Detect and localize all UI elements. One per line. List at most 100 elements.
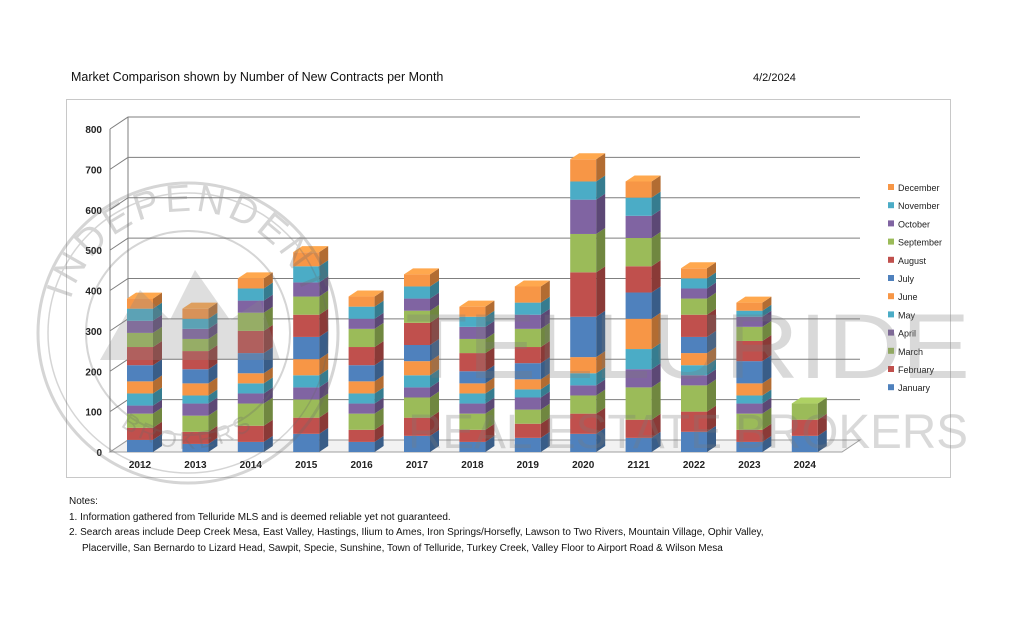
bar-side-2121-september [651,232,661,267]
y-tick-label: 600 [85,206,102,217]
bar-side-2013-december [208,302,218,319]
bar-side-2121-august [651,260,661,293]
bar-segment-2023-july [736,361,763,384]
legend-label-july: July [898,274,915,284]
bar-segment-2019-july [514,363,541,380]
chart-bars [127,153,827,452]
bar-stack-2024 [791,397,827,452]
bar-segment-2013-january [182,443,209,452]
x-tick-label: 2121 [627,460,650,471]
report-date: 4/2/2024 [753,72,796,84]
bar-segment-2022-october [681,288,707,299]
bar-side-2013-march [208,409,218,432]
bar-side-2018-january [485,435,495,452]
bar-side-2012-september [153,326,162,348]
bar-top-2014 [237,272,273,279]
bar-segment-2020-june [570,357,597,374]
bar-segment-2015-november [293,266,320,283]
bar-side-2018-february [485,423,495,442]
bar-segment-2019-april [514,397,541,410]
bar-segment-2012-october [127,320,153,333]
bar-side-2016-may [374,387,384,404]
legend-label-august: August [898,256,927,266]
bar-side-2018-may [485,387,495,404]
bar-segment-2014-april [237,393,264,404]
bar-side-2015-september [319,290,329,315]
bar-side-2015-june [319,353,329,376]
bar-side-2023-august [762,334,772,362]
bar-segment-2017-august [404,322,430,346]
bar-segment-2017-february [404,417,430,436]
bar-side-2023-june [762,377,772,396]
bar-side-2013-february [208,425,218,444]
bar-side-2017-july [430,339,439,362]
bar-segment-2014-may [237,383,264,394]
legend-swatch-may [888,311,894,318]
legend-label-september: September [898,238,942,248]
legend-swatch-december [888,184,894,190]
bar-segment-2121-june [625,318,652,350]
bar-stack-2018 [459,300,495,452]
bar-segment-2020-march [570,395,597,414]
bar-side-2012-october [153,314,162,333]
bar-segment-2020-november [570,181,597,200]
bar-segment-2015-march [293,399,320,418]
bar-side-2020-november [596,175,606,200]
bar-segment-2018-september [459,338,486,354]
x-tick-label: 2013 [184,460,207,471]
bar-side-2014-october [263,294,273,313]
bar-segment-2017-may [404,375,430,388]
bar-segment-2012-november [127,308,153,321]
bar-segment-2016-november [348,306,375,319]
bar-segment-2022-february [681,411,707,432]
bar-segment-2012-december [127,298,153,309]
bar-segment-2022-march [681,385,707,412]
bar-side-2012-february [153,421,162,440]
x-tick-label: 2024 [794,460,817,471]
bar-segment-2013-august [182,351,209,370]
bar-segment-2018-july [459,371,486,384]
bar-side-2024-january [817,429,827,452]
bar-segment-2016-december [348,296,375,307]
bar-side-2020-december [596,153,606,182]
bar-top-2023 [736,296,772,303]
legend-label-december: December [898,183,940,193]
bar-segment-2013-november [182,318,209,329]
bar-side-2024-march [817,397,827,420]
bar-segment-2019-november [514,302,541,315]
bar-segment-2012-march [127,413,153,428]
bar-segment-2024-march [791,403,818,420]
bar-side-2016-august [374,341,384,366]
bar-side-2022-june [707,347,716,366]
y-tick-label: 400 [85,287,102,298]
bar-side-2014-august [263,324,273,354]
bar-side-2016-january [374,435,384,452]
bar-segment-2018-november [459,316,486,327]
legend-label-march: March [898,347,923,357]
legend-swatch-march [888,347,894,354]
bar-side-2023-may [762,389,772,404]
bar-segment-2022-december [681,268,707,279]
bar-segment-2017-september [404,310,430,323]
bar-side-2121-february [651,413,661,438]
bar-side-2013-november [208,312,218,329]
bar-top-2012 [127,292,162,299]
bar-segment-2015-august [293,314,320,337]
bar-segment-2023-march [736,413,763,430]
bar-segment-2023-may [736,395,763,404]
bar-side-2023-november [762,304,772,317]
bar-segment-2013-december [182,308,209,319]
bar-segment-2121-october [625,215,652,239]
bar-side-2020-october [596,193,606,234]
legend-swatch-november [888,202,894,209]
bar-segment-2023-november [736,310,763,317]
bar-side-2020-february [596,407,606,434]
bar-stack-2015 [293,246,329,452]
bar-segment-2016-may [348,393,375,404]
page-title: Market Comparison shown by Number of New… [71,70,444,84]
bar-segment-2121-september [625,238,652,267]
independent-brokers-watermark: INDEPENDENT BROKERS TELLURIDE REAL ESTAT… [36,177,970,485]
bar-segment-2018-february [459,429,486,442]
bar-segment-2016-october [348,318,375,329]
bar-side-2013-june [208,377,218,396]
